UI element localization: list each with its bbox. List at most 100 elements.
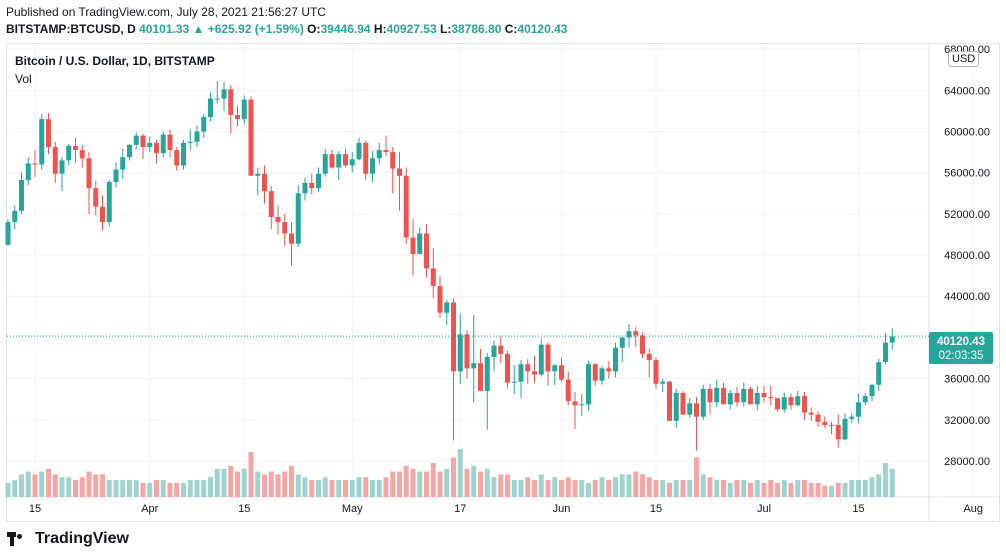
candle-body [383, 150, 389, 153]
candle [565, 371, 571, 406]
candle [761, 385, 767, 403]
candle-body [619, 337, 625, 348]
published-caption: Published on TradingView.com, July 28, 2… [6, 5, 326, 19]
candle [383, 135, 389, 157]
volume-bar [208, 477, 213, 497]
price-axis: 28000.0032000.0036000.0040000.0044000.00… [944, 44, 990, 468]
candle [100, 195, 105, 231]
volume-bar [741, 480, 747, 497]
candle [181, 139, 186, 170]
volume-bar [221, 468, 227, 497]
candle [579, 394, 585, 416]
candle [478, 348, 483, 391]
volume-bar [120, 480, 126, 497]
candle [538, 339, 544, 377]
candle [113, 162, 119, 188]
volume-bar [86, 471, 92, 497]
volume-bar [727, 482, 733, 497]
volume-bar [275, 474, 281, 497]
candle-body [700, 388, 706, 417]
candle-body [565, 379, 571, 402]
volume-bar [444, 468, 450, 497]
candle [235, 105, 240, 127]
volume-bar [484, 468, 490, 497]
candle-body [430, 268, 436, 286]
candle [349, 152, 355, 173]
volume-bar [25, 471, 31, 497]
candle [221, 82, 227, 111]
volume-bar [370, 480, 375, 497]
volume-bar [707, 477, 713, 497]
candle-body [808, 412, 814, 415]
candle-body [775, 398, 780, 410]
candle [201, 114, 207, 138]
volume-bar [248, 451, 254, 497]
symbol-quote-bar: BITSTAMP:BTCUSD, D 40101.33 ▲ +625.92 (+… [6, 22, 567, 36]
candle-body [167, 134, 173, 151]
candle [86, 152, 92, 214]
candle-body [532, 371, 537, 375]
volume-bar [201, 480, 207, 497]
candle [66, 143, 72, 166]
candle [228, 85, 234, 134]
candle-body [538, 344, 544, 375]
candle-body [673, 393, 679, 421]
volume-bar [451, 457, 456, 497]
candle [59, 157, 65, 192]
candle-body [748, 388, 753, 405]
candle [640, 332, 645, 359]
candle [707, 383, 713, 415]
time-tick-label: 15 [238, 503, 250, 515]
candle [120, 149, 126, 179]
candle [525, 359, 531, 384]
candle [79, 144, 85, 168]
candle [889, 328, 895, 350]
candle [397, 152, 402, 211]
volume-bar [363, 477, 369, 497]
candle-body [754, 393, 760, 405]
candle-body [397, 168, 402, 176]
volume-bar [194, 480, 200, 497]
candle [714, 379, 720, 408]
candle-body [241, 99, 247, 120]
candle [241, 95, 247, 125]
volume-bar [532, 480, 537, 497]
volume-bar [518, 480, 524, 497]
chart-legend: Bitcoin / U.S. Dollar, 1D, BITSTAMP Vol [15, 54, 215, 86]
candle-body [741, 388, 747, 403]
candle [255, 167, 261, 196]
price-tag-box [929, 332, 993, 364]
price-tick-label: 52000.00 [944, 209, 990, 221]
volume-bar [795, 480, 801, 497]
candle [457, 313, 463, 384]
candle-body [559, 365, 564, 380]
volume-bar [856, 480, 861, 497]
brand-name: TradingView [35, 530, 129, 547]
volume-bar [633, 471, 639, 497]
open-value: 39446.94 [320, 22, 371, 36]
volume-bar [174, 482, 180, 497]
symbol-label: BITSTAMP:BTCUSD, D [6, 22, 136, 36]
candle [282, 213, 288, 246]
candle-body [208, 98, 213, 118]
candle-body [59, 160, 65, 174]
candle-body [876, 362, 882, 385]
candle [876, 359, 882, 391]
volume-bar [349, 480, 355, 497]
candle-body [221, 89, 227, 99]
brand-footer[interactable]: TradingView [7, 530, 129, 548]
volume-bar [842, 482, 848, 497]
volume-bar [599, 477, 605, 497]
price-tick-label: 28000.00 [944, 456, 990, 468]
volume-bar [113, 480, 119, 497]
currency-badge[interactable]: USD [948, 51, 980, 67]
volume-bar [653, 480, 659, 497]
volume-bar [505, 474, 510, 497]
volume-bar [714, 480, 720, 497]
candle [721, 382, 726, 405]
candle [781, 393, 787, 413]
volume-bar [586, 482, 591, 497]
candle [498, 336, 504, 364]
candle [464, 330, 470, 379]
